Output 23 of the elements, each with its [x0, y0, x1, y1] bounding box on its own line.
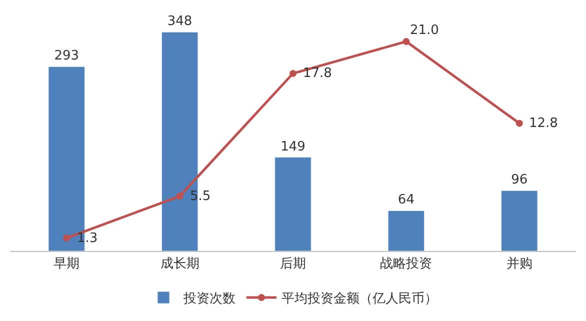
point [63, 234, 70, 242]
data-label: 293 [54, 48, 80, 64]
legend-label: 投资次数 [182, 292, 236, 307]
legend-label: 平均投资金额（亿人民币） [282, 292, 438, 307]
data-label: 149 [280, 139, 306, 154]
data-label: 17.8 [303, 66, 332, 81]
point [402, 38, 410, 46]
data-label: 96 [511, 172, 528, 188]
bar [274, 157, 312, 251]
x-tick-label: 后期 [280, 256, 306, 272]
point [176, 192, 184, 200]
data-label: 348 [167, 14, 192, 30]
bar [501, 190, 538, 251]
data-label: 64 [398, 192, 414, 208]
x-tick-label: 战略投资 [380, 256, 432, 272]
bar [388, 210, 425, 251]
data-label: 21.0 [410, 23, 439, 38]
point [290, 70, 296, 77]
x-tick-label: 成长期 [160, 256, 200, 272]
point [516, 120, 523, 127]
data-label: 12.8 [529, 116, 558, 131]
x-tick-label: 并购 [506, 256, 532, 272]
x-tick-label: 早期 [54, 256, 80, 272]
